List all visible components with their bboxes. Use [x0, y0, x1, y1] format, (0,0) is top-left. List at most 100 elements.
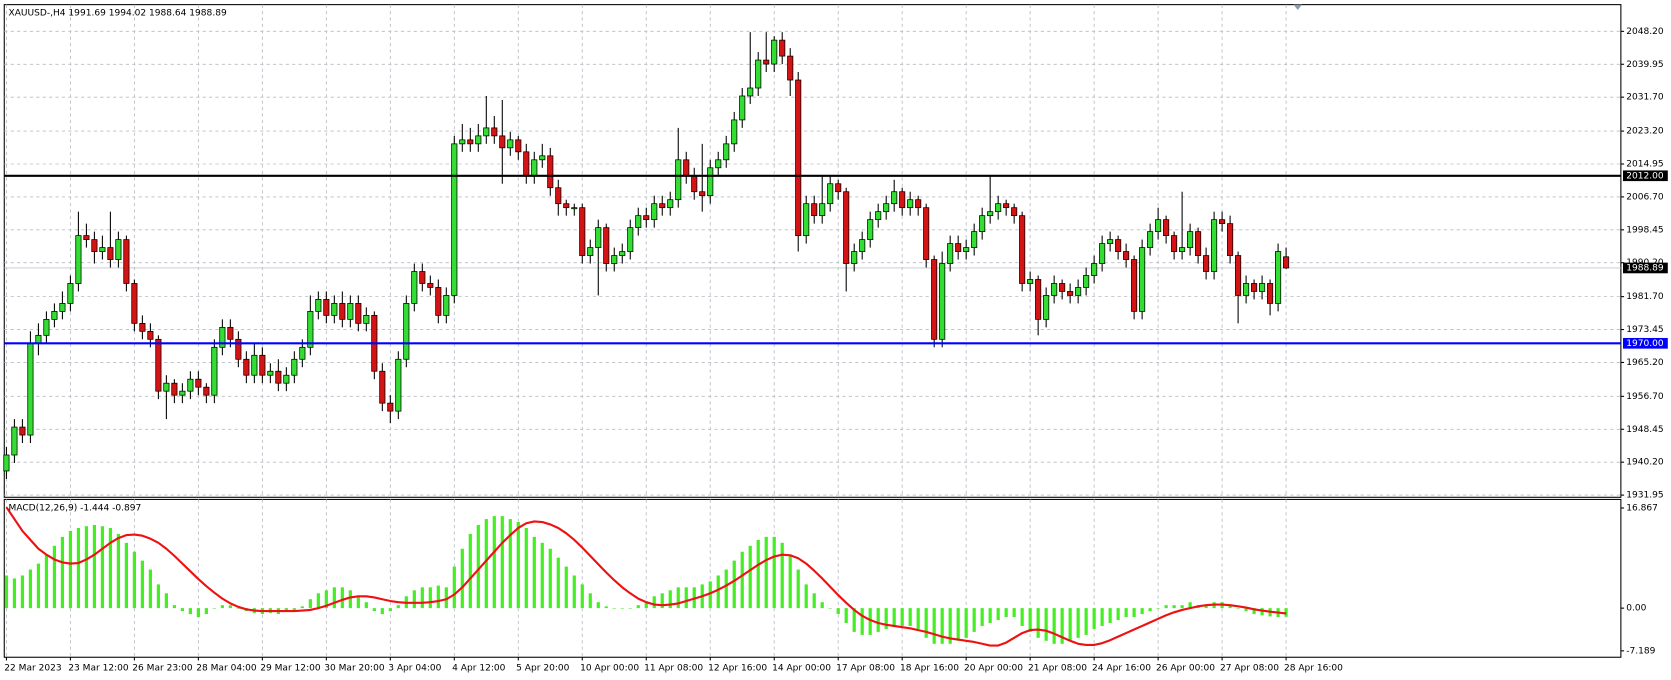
macd-bar — [804, 584, 808, 609]
macd-bar — [620, 608, 624, 609]
macd-bar — [172, 605, 176, 609]
candle-body — [595, 227, 602, 248]
candle-body — [179, 390, 186, 396]
candle-body — [107, 247, 114, 260]
candle-body — [491, 127, 498, 137]
macd-bar — [924, 608, 928, 638]
candle-body — [211, 346, 218, 396]
macd-bar — [292, 608, 296, 610]
macd-bar — [1236, 608, 1240, 609]
candle-body — [219, 326, 226, 348]
candle-body — [1091, 263, 1098, 276]
candle-body — [915, 199, 922, 209]
y-tick-label: 2023.20 — [1626, 127, 1664, 137]
candle-body — [1011, 207, 1018, 217]
candle-body — [1003, 203, 1010, 209]
macd-bar — [124, 542, 128, 609]
macd-bar — [612, 608, 616, 609]
candle-body — [19, 426, 26, 436]
macd-bar — [36, 563, 41, 609]
macd-bar — [332, 587, 336, 609]
candle-body — [1083, 275, 1090, 288]
price-panel-frame — [3, 4, 1622, 498]
macd-bar — [668, 590, 672, 609]
candle-body — [155, 338, 162, 392]
y-tick-label: 2048.20 — [1626, 27, 1664, 37]
macd-bar — [900, 608, 904, 626]
x-tick-label: 10 Apr 00:00 — [580, 663, 639, 673]
macd-bar — [564, 566, 568, 609]
macd-bar — [1108, 608, 1112, 623]
candle-body — [355, 303, 362, 324]
x-tick-label: 18 Apr 16:00 — [900, 663, 959, 673]
candle-body — [1043, 295, 1050, 320]
macd-bar — [324, 590, 328, 609]
x-tick-label: 29 Mar 12:00 — [260, 663, 321, 673]
macd-bar — [188, 608, 192, 615]
candle-body — [699, 191, 706, 197]
candle-body — [659, 203, 666, 209]
y-tick-label: 16.867 — [1626, 503, 1658, 513]
y-tick-label: 1931.95 — [1626, 491, 1663, 501]
macd-bar — [796, 569, 800, 609]
macd-bar — [500, 516, 504, 609]
candle-body — [851, 251, 858, 264]
macd-bar — [148, 569, 152, 609]
macd-bar — [1260, 608, 1264, 616]
candle-body — [1067, 291, 1074, 296]
macd-bar — [1004, 608, 1008, 618]
macd-bar — [1068, 608, 1072, 641]
macd-bar — [940, 608, 944, 644]
x-tick-label: 30 Mar 20:00 — [324, 663, 385, 673]
macd-bar — [1228, 605, 1232, 609]
macd-bar — [844, 608, 848, 623]
candle-body — [435, 287, 442, 316]
candle-body — [307, 311, 314, 348]
candle-body — [115, 239, 122, 260]
candle-body — [747, 87, 754, 97]
macd-bar — [420, 587, 424, 609]
candle-body — [923, 207, 930, 260]
y-tick-label: 1998.45 — [1626, 225, 1663, 235]
candle-body — [587, 247, 594, 256]
candle-body — [387, 402, 394, 412]
candle-body — [651, 203, 658, 221]
x-tick-label: 14 Apr 00:00 — [772, 663, 831, 673]
macd-bar — [988, 608, 992, 623]
macd-bar — [132, 551, 136, 609]
macd-bar — [532, 536, 536, 609]
candle-body — [1139, 247, 1146, 312]
candle-body — [315, 299, 322, 312]
candle-body — [323, 299, 330, 316]
macd-bar — [1012, 608, 1016, 618]
macd-bar — [28, 569, 33, 609]
macd-bar — [876, 608, 880, 632]
x-tick-label: 27 Apr 08:00 — [1220, 663, 1279, 673]
candle-body — [131, 283, 138, 324]
macd-bar — [140, 560, 144, 609]
candle-body — [643, 215, 650, 221]
candle-body — [267, 370, 274, 376]
candle-body — [483, 127, 490, 137]
macd-bar — [364, 602, 368, 609]
candle-body — [1187, 231, 1194, 248]
candle-body — [243, 358, 250, 376]
y-tick-label: 1948.45 — [1626, 425, 1663, 435]
macd-bar — [316, 593, 320, 609]
macd-bar — [1044, 608, 1048, 641]
macd-bar — [20, 575, 25, 609]
candle-body — [259, 354, 266, 376]
candle-body — [363, 315, 370, 324]
signal-line — [5, 506, 1287, 647]
level-label: 1970.00 — [1626, 339, 1664, 349]
candle-body — [195, 378, 202, 388]
candle-body — [1211, 219, 1218, 272]
candle-body — [875, 211, 882, 221]
macd-bar — [468, 533, 472, 609]
candle-body — [827, 183, 834, 205]
candle-body — [555, 187, 562, 205]
macd-bar — [748, 545, 752, 609]
candle-body — [203, 386, 210, 396]
macd-panel: 16.867 0.00 -7.189 MACD(12,26,9) -1.444 -0.… — [4, 503, 1658, 656]
candle-body — [499, 135, 506, 149]
